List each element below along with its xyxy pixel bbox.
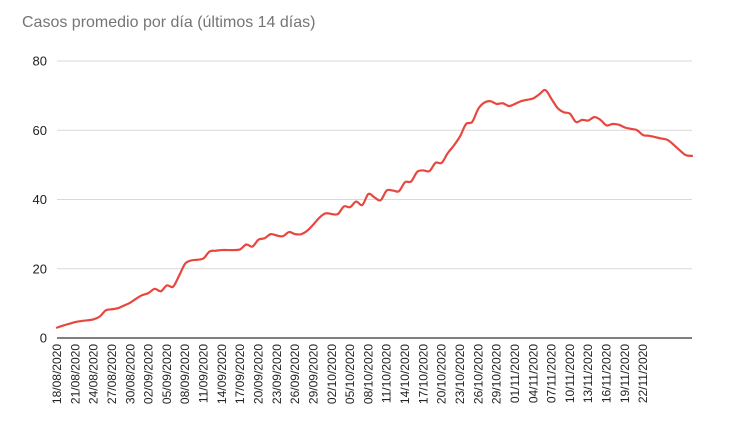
x-tick-label: 10/11/2020 <box>563 344 577 403</box>
x-tick-label: 17/09/2020 <box>233 344 247 404</box>
x-tick-label: 01/11/2020 <box>508 344 522 403</box>
x-tick-label: 23/09/2020 <box>270 344 284 404</box>
x-axis-ticks: 18/08/2020 21/08/2020 24/08/2020 27/08/2020… <box>50 344 650 404</box>
x-tick-label: 14/10/2020 <box>398 344 412 404</box>
x-tick-label: 29/10/2020 <box>490 344 504 404</box>
y-tick-label: 80 <box>33 54 47 69</box>
x-tick-label: 08/09/2020 <box>178 344 192 404</box>
chart-title: Casos promedio por día (últimos 14 días) <box>22 14 316 31</box>
x-tick-label: 16/11/2020 <box>600 344 614 403</box>
x-tick-label: 07/11/2020 <box>545 344 559 403</box>
x-tick-label: 30/08/2020 <box>123 344 137 404</box>
x-tick-label: 29/09/2020 <box>306 344 320 404</box>
x-tick-label: 05/09/2020 <box>160 344 174 404</box>
series-line <box>55 88 694 329</box>
x-tick-label: 27/08/2020 <box>105 344 119 404</box>
x-tick-label: 18/08/2020 <box>50 344 64 404</box>
x-tick-label: 17/10/2020 <box>416 344 430 404</box>
x-tick-label: 20/10/2020 <box>435 344 449 404</box>
x-tick-label: 02/10/2020 <box>325 344 339 404</box>
x-tick-label: 02/09/2020 <box>142 344 156 404</box>
y-axis-ticks: 0 20 40 60 80 <box>33 54 47 346</box>
x-tick-label: 13/11/2020 <box>581 344 595 403</box>
x-tick-label: 04/11/2020 <box>526 344 540 403</box>
y-tick-label: 40 <box>33 192 47 207</box>
x-tick-label: 11/10/2020 <box>380 344 394 403</box>
x-tick-label: 14/09/2020 <box>215 344 229 404</box>
y-tick-label: 20 <box>33 261 47 276</box>
gridlines <box>57 60 692 339</box>
x-tick-label: 22/11/2020 <box>636 344 650 403</box>
x-tick-label: 05/10/2020 <box>343 344 357 404</box>
x-tick-label: 26/09/2020 <box>288 344 302 404</box>
x-tick-label: 23/10/2020 <box>453 344 467 404</box>
x-tick-label: 20/09/2020 <box>251 344 265 404</box>
x-tick-label: 19/11/2020 <box>618 344 632 403</box>
x-tick-label: 08/10/2020 <box>361 344 375 404</box>
x-tick-label: 11/09/2020 <box>197 344 211 403</box>
x-tick-label: 24/08/2020 <box>87 344 101 404</box>
y-tick-label: 60 <box>33 123 47 138</box>
y-tick-label: 0 <box>40 331 47 346</box>
x-tick-label: 26/10/2020 <box>471 344 485 404</box>
x-tick-label: 21/08/2020 <box>68 344 82 404</box>
